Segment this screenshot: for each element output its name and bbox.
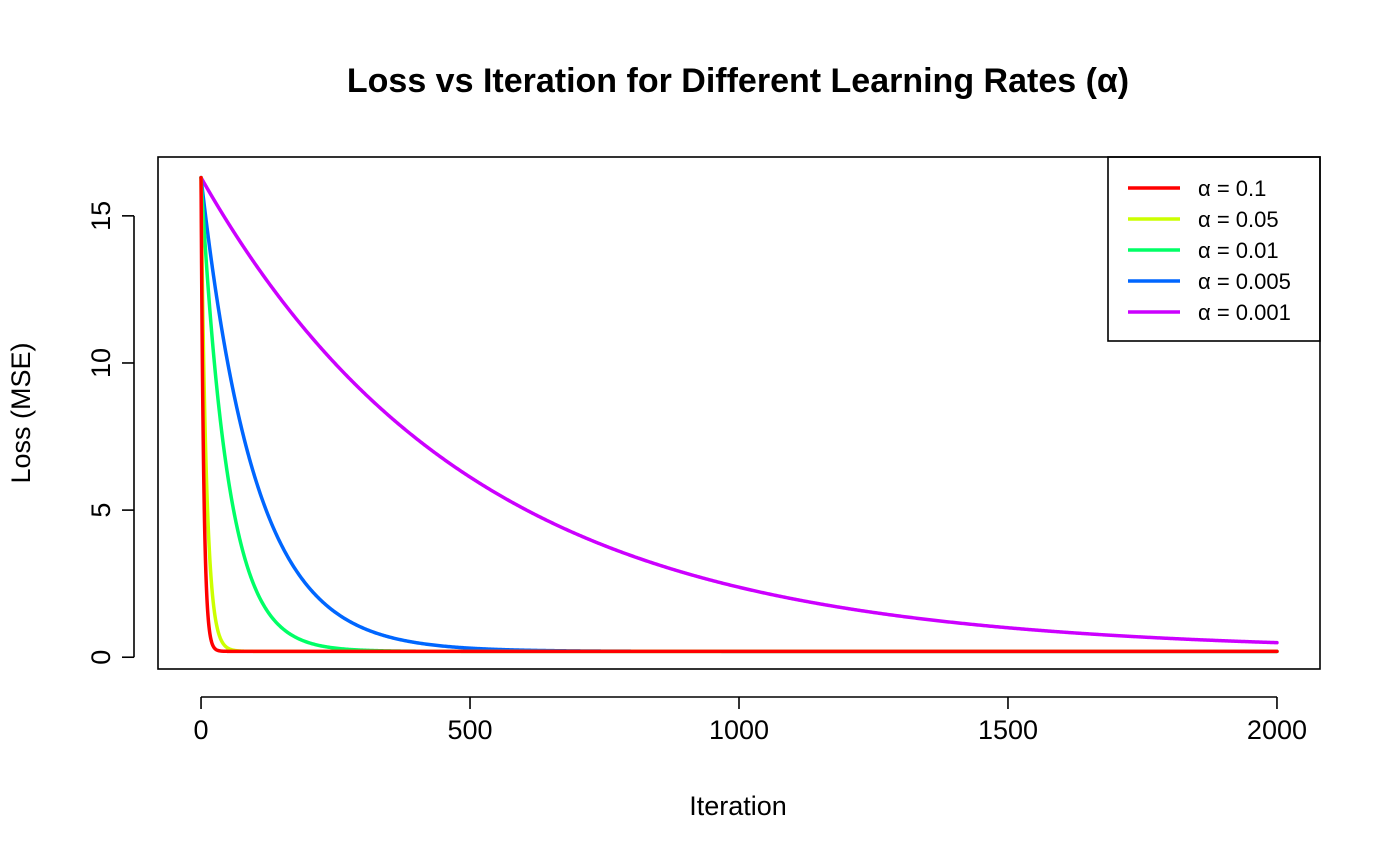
series-line-0_005 xyxy=(199,175,1279,654)
legend-label: α = 0.001 xyxy=(1198,300,1291,325)
plot-area xyxy=(157,156,1321,670)
legend-box xyxy=(1107,156,1321,342)
x-tick-label: 500 xyxy=(447,715,492,745)
y-tick-label: 5 xyxy=(86,503,116,518)
x-tick-label: 1000 xyxy=(709,715,769,745)
chart-title: Loss vs Iteration for Different Learning… xyxy=(347,62,1129,100)
series-line-0_001 xyxy=(199,175,1279,645)
series-layer xyxy=(199,175,1279,654)
series-line-0_01 xyxy=(199,175,1279,654)
x-axis-label: Iteration xyxy=(689,791,787,821)
y-tick-label: 10 xyxy=(86,348,116,378)
y-tick-label: 15 xyxy=(86,201,116,231)
legend-label: α = 0.01 xyxy=(1198,238,1279,263)
x-axis: 0 500 1000 1500 2000 xyxy=(194,696,1307,745)
y-axis: 0 5 10 15 xyxy=(86,201,135,665)
legend: α = 0.1 α = 0.05 α = 0.01 α = 0.005 α = 0.00… xyxy=(1107,156,1321,342)
legend-label: α = 0.05 xyxy=(1198,207,1279,232)
y-axis-label: Loss (MSE) xyxy=(6,342,36,483)
series-line-0_1 xyxy=(199,175,1279,654)
x-tick-label: 2000 xyxy=(1247,715,1307,745)
legend-label: α = 0.1 xyxy=(1198,176,1266,201)
series-line-0_05 xyxy=(199,175,1279,654)
plot-frame xyxy=(157,156,1321,670)
legend-label: α = 0.005 xyxy=(1198,269,1291,294)
x-tick-label: 0 xyxy=(194,715,209,745)
y-tick-label: 0 xyxy=(86,650,116,665)
x-tick-label: 1500 xyxy=(978,715,1038,745)
